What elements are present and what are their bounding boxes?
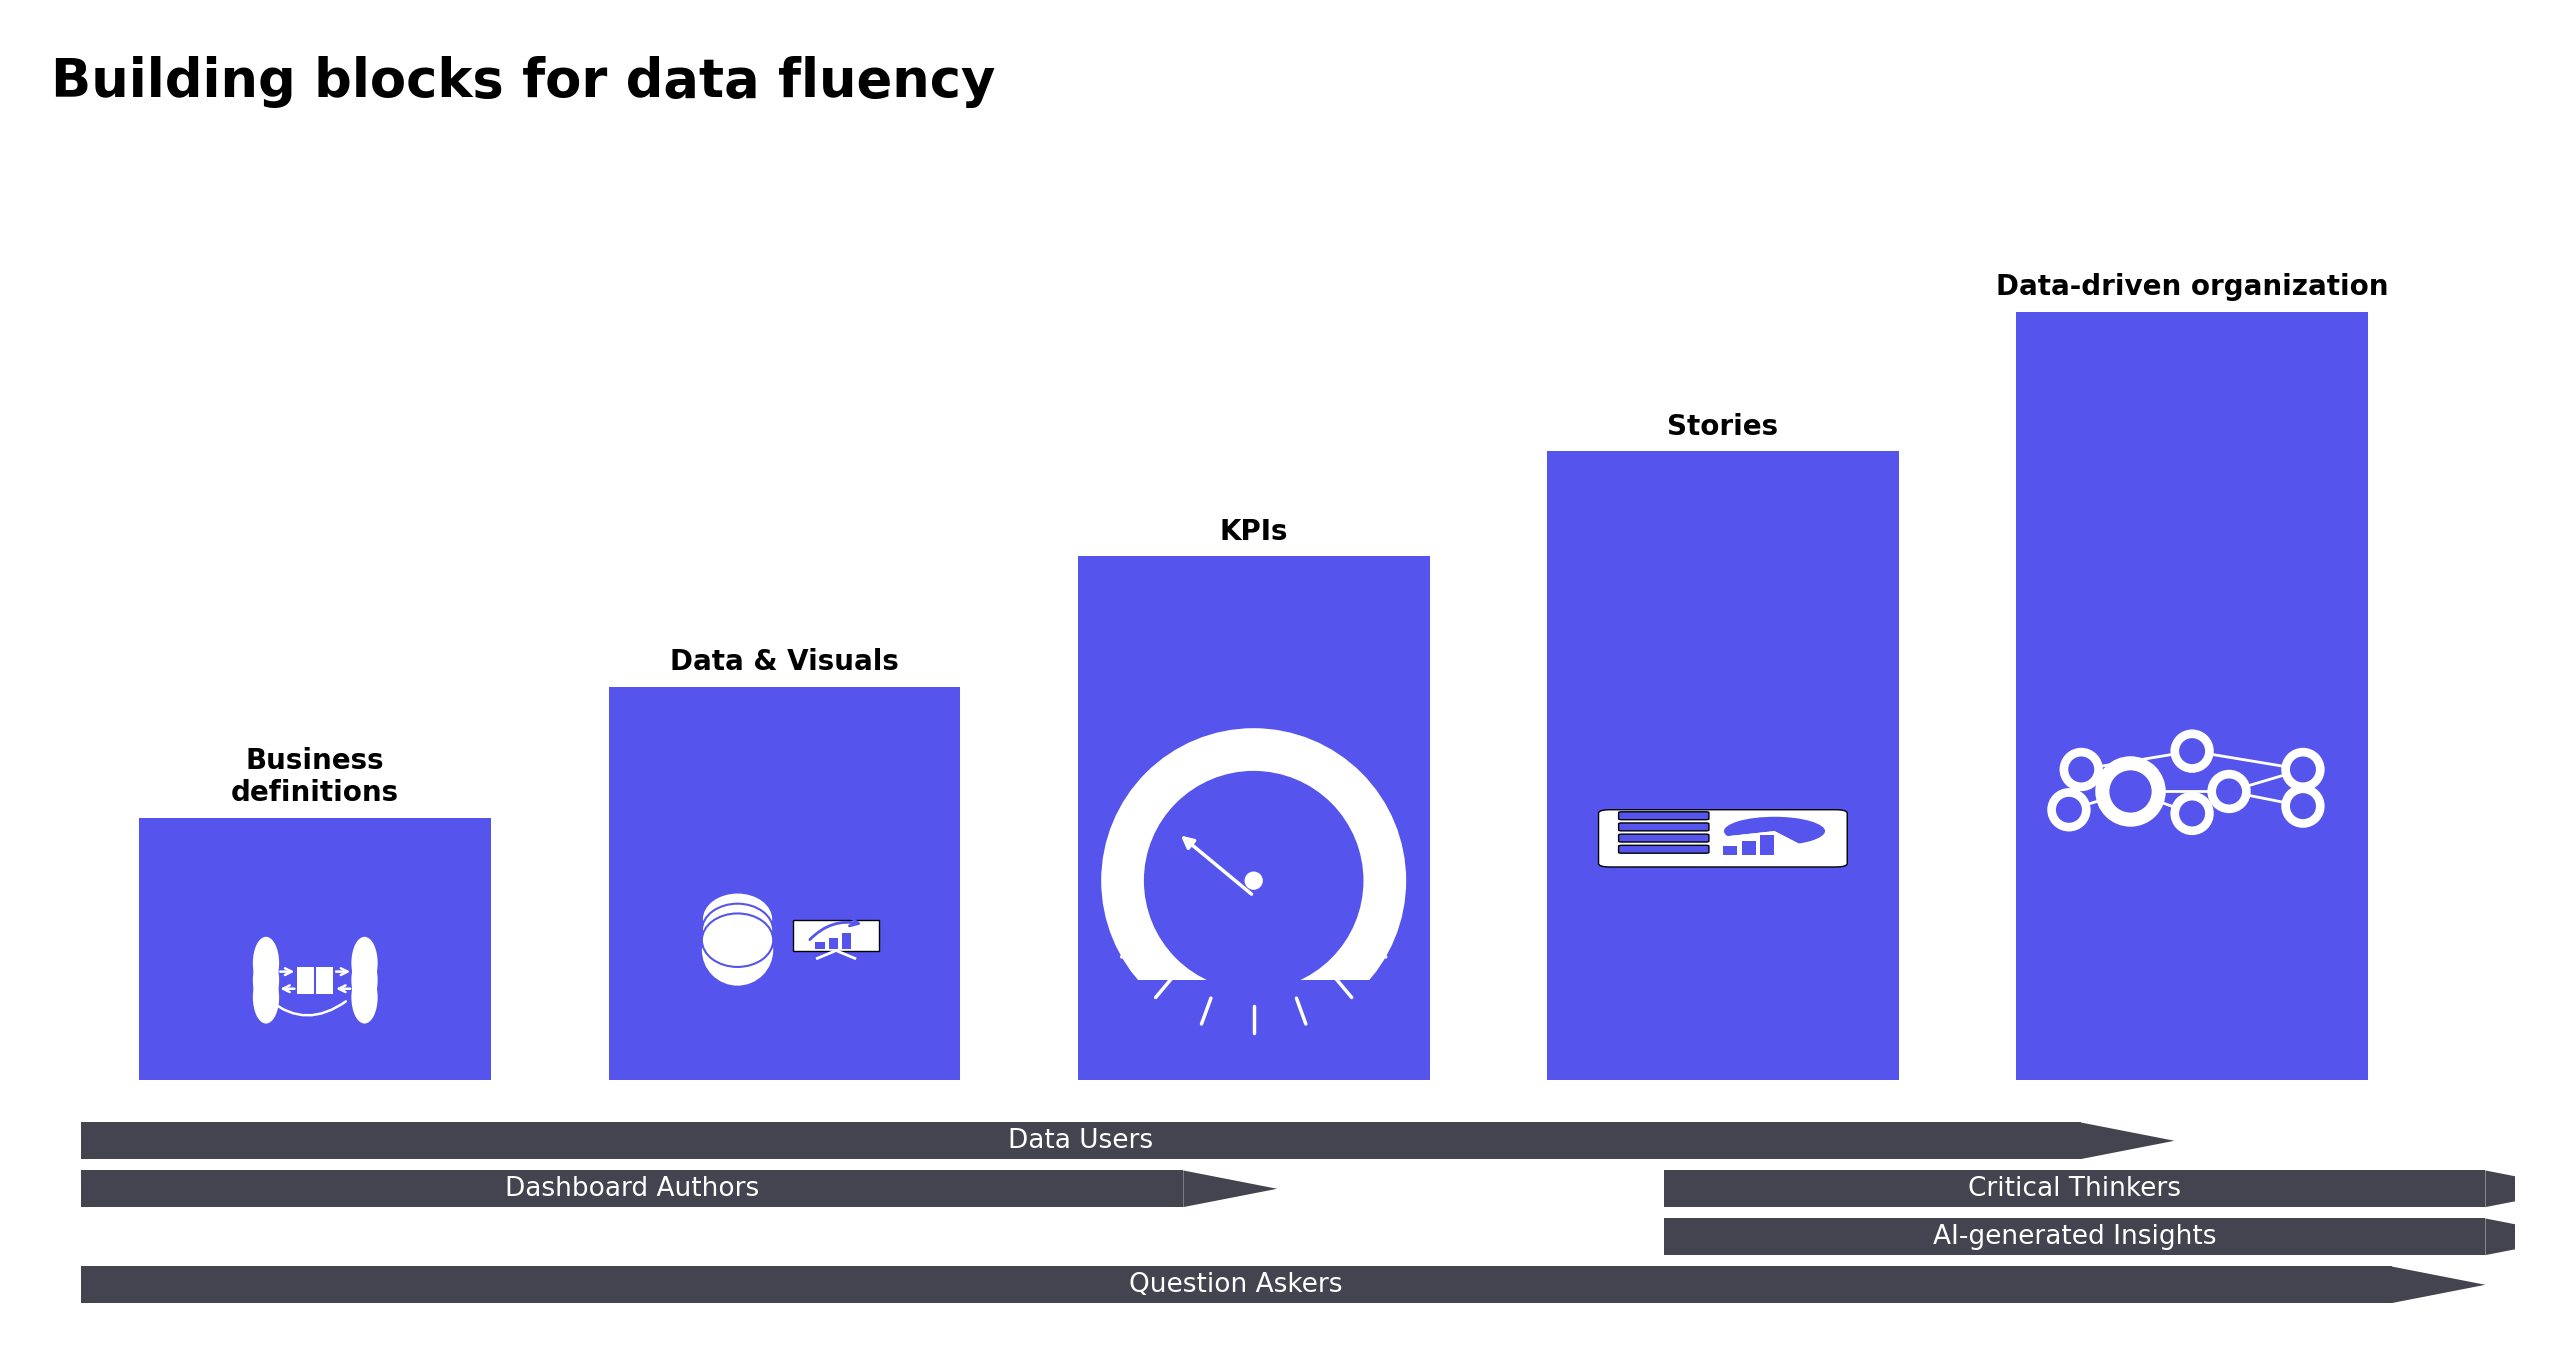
Polygon shape <box>2081 1122 2173 1159</box>
Text: Data-driven organization: Data-driven organization <box>1996 273 2389 301</box>
Ellipse shape <box>1144 771 1363 990</box>
Bar <box>1665 1171 2486 1208</box>
Bar <box>80 1171 1183 1208</box>
Ellipse shape <box>1101 728 1406 1034</box>
Ellipse shape <box>2281 785 2325 828</box>
Ellipse shape <box>2068 756 2094 782</box>
Text: AI-generated Insights: AI-generated Insights <box>1932 1224 2217 1250</box>
FancyBboxPatch shape <box>1619 834 1709 842</box>
Bar <box>1665 1219 2486 1255</box>
Bar <box>1760 835 1776 855</box>
Bar <box>1742 840 1755 855</box>
Ellipse shape <box>703 892 772 947</box>
FancyBboxPatch shape <box>793 921 880 952</box>
Ellipse shape <box>2281 748 2325 792</box>
Ellipse shape <box>254 971 280 1024</box>
Ellipse shape <box>703 914 772 986</box>
Ellipse shape <box>2171 792 2214 835</box>
Ellipse shape <box>2109 770 2153 813</box>
Polygon shape <box>2392 1266 2486 1303</box>
Polygon shape <box>1183 1171 1278 1208</box>
Bar <box>608 687 960 1080</box>
FancyBboxPatch shape <box>1599 809 1848 866</box>
Ellipse shape <box>254 953 280 1006</box>
Bar <box>2017 311 2368 1080</box>
Bar <box>1722 846 1737 855</box>
Bar <box>1547 452 1899 1080</box>
Ellipse shape <box>2096 756 2166 827</box>
Bar <box>80 1266 2392 1303</box>
Ellipse shape <box>352 971 377 1024</box>
Bar <box>1078 556 1429 1080</box>
Bar <box>842 933 852 948</box>
Ellipse shape <box>2289 793 2317 819</box>
Ellipse shape <box>2179 801 2204 827</box>
Ellipse shape <box>352 953 377 1006</box>
Ellipse shape <box>352 937 377 989</box>
Ellipse shape <box>254 937 280 989</box>
Bar <box>80 1122 2081 1159</box>
Text: Critical Thinkers: Critical Thinkers <box>1968 1176 2181 1202</box>
Ellipse shape <box>703 903 772 957</box>
Text: Building blocks for data fluency: Building blocks for data fluency <box>51 56 996 107</box>
Polygon shape <box>2486 1219 2566 1255</box>
Text: Data Users: Data Users <box>1008 1127 1152 1153</box>
Bar <box>1101 979 1406 1049</box>
Ellipse shape <box>2179 738 2204 764</box>
Bar <box>298 967 334 994</box>
Ellipse shape <box>2217 778 2243 805</box>
Bar <box>829 938 839 948</box>
Text: KPIs: KPIs <box>1219 518 1288 545</box>
Ellipse shape <box>703 914 772 967</box>
Wedge shape <box>1722 816 1827 845</box>
Ellipse shape <box>2289 756 2317 782</box>
Bar <box>816 942 824 948</box>
Wedge shape <box>1727 831 1801 846</box>
Polygon shape <box>2486 1171 2566 1208</box>
Ellipse shape <box>2060 748 2104 792</box>
Ellipse shape <box>2207 770 2250 813</box>
FancyBboxPatch shape <box>1619 823 1709 831</box>
FancyBboxPatch shape <box>1619 812 1709 820</box>
Text: Question Askers: Question Askers <box>1129 1272 1342 1297</box>
Bar <box>139 817 490 1080</box>
Text: Stories: Stories <box>1668 413 1778 441</box>
Ellipse shape <box>1245 872 1262 889</box>
Bar <box>703 919 772 951</box>
Ellipse shape <box>2048 787 2091 831</box>
Text: Dashboard Authors: Dashboard Authors <box>506 1176 760 1202</box>
Ellipse shape <box>2171 729 2214 772</box>
Text: Business
definitions: Business definitions <box>231 747 400 808</box>
Text: Data & Visuals: Data & Visuals <box>670 649 898 676</box>
Ellipse shape <box>2055 797 2081 823</box>
FancyBboxPatch shape <box>1619 846 1709 853</box>
